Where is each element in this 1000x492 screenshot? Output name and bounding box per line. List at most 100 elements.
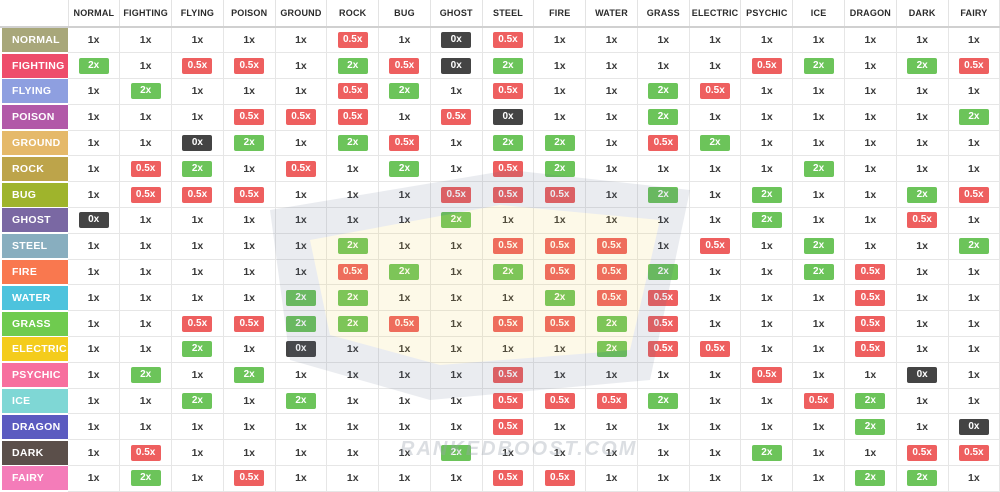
multiplier-value: 1x: [553, 214, 566, 227]
matchup-cell: 2x: [223, 362, 276, 389]
matchup-cell: 1x: [171, 78, 224, 105]
matchup-cell: 1x: [378, 233, 431, 260]
multiplier-value: 1x: [87, 34, 100, 47]
matchup-cell: 1x: [740, 336, 794, 363]
matchup-cell: 1x: [482, 439, 535, 467]
multiplier-value: 1x: [864, 446, 877, 459]
column-header-psychic: PSYCHIC: [740, 0, 794, 28]
not-very-effective-badge: 0.5x: [493, 367, 523, 384]
matchup-cell: 1x: [119, 413, 173, 441]
not-very-effective-badge: 0.5x: [234, 186, 265, 203]
not-very-effective-badge: 0.5x: [285, 109, 316, 126]
not-very-effective-badge: 0.5x: [493, 160, 523, 177]
matchup-cell: 2x: [844, 388, 897, 415]
multiplier-value: 1x: [605, 214, 618, 227]
row-header-rock: ROCK: [0, 155, 68, 183]
matchup-cell: 2x: [378, 259, 431, 286]
not-very-effective-badge: 0.5x: [544, 238, 575, 255]
matchup-cell: 1x: [844, 362, 897, 389]
multiplier-value: 1x: [398, 214, 411, 227]
matchup-cell: 1x: [740, 413, 794, 441]
super-effective-badge: 2x: [596, 341, 627, 358]
multiplier-value: 1x: [812, 214, 825, 227]
table-row-normal: NORMAL 1x 1x 1x 1x 1x 0.5x 1x 0x 0.5x 1x 1x 1x 1x 1x 1x…: [0, 27, 1000, 54]
matchup-cell: 0x: [68, 207, 121, 234]
multiplier-value: 1x: [812, 111, 825, 124]
table-row-ground: GROUND 1x 1x 0x 2x 1x 2x 0.5x 1x 2x 2x 1x 0.5x 2x 1x 1x…: [0, 130, 1000, 157]
matchup-cell: 1x: [689, 259, 742, 286]
multiplier-value: 1x: [398, 343, 411, 356]
super-effective-badge: 2x: [596, 315, 627, 332]
matchup-cell: 1x: [533, 78, 587, 105]
multiplier-value: 1x: [812, 446, 825, 459]
matchup-cell: 1x: [637, 413, 690, 441]
multiplier-value: 1x: [191, 446, 204, 459]
matchup-cell: 0.5x: [430, 181, 483, 209]
multiplier-value: 1x: [864, 188, 877, 201]
multiplier-value: 1x: [191, 34, 204, 47]
multiplier-value: 1x: [87, 137, 100, 150]
matchup-cell: 0.5x: [119, 155, 173, 183]
super-effective-badge: 2x: [130, 470, 161, 487]
matchup-cell: 1x: [585, 465, 638, 492]
super-effective-badge: 2x: [958, 238, 989, 255]
row-type-label: FIGHTING: [2, 53, 68, 78]
matchup-cell: 1x: [171, 233, 224, 260]
matchup-cell: 2x: [740, 181, 794, 209]
matchup-cell: 2x: [585, 310, 638, 338]
matchup-cell: 1x: [740, 130, 794, 157]
table-row-water: WATER 1x 1x 1x 1x 2x 2x 1x 1x 1x 2x 0.5x 0.5x 1x 1x 1x 0…: [0, 284, 1000, 312]
matchup-cell: 1x: [430, 336, 483, 363]
multiplier-value: 1x: [398, 34, 411, 47]
matchup-cell: 1x: [119, 233, 173, 260]
multiplier-value: 1x: [398, 240, 411, 253]
matchup-cell: 2x: [896, 52, 949, 80]
matchup-cell: 1x: [378, 181, 431, 209]
table-row-electric: ELECTRIC 1x 1x 2x 1x 0x 1x 1x 1x 1x 1x 2x 0.5x 0.5x 1x…: [0, 336, 1000, 363]
matchup-cell: 0.5x: [533, 181, 587, 209]
multiplier-value: 1x: [657, 446, 670, 459]
multiplier-value: 1x: [760, 162, 773, 175]
multiplier-value: 1x: [139, 291, 152, 304]
matchup-cell: 2x: [482, 130, 535, 157]
multiplier-value: 1x: [812, 85, 825, 98]
matchup-cell: 2x: [378, 78, 431, 105]
matchup-cell: 1x: [948, 259, 1000, 286]
matchup-cell: 1x: [689, 155, 742, 183]
matchup-cell: 2x: [637, 181, 690, 209]
multiplier-value: 1x: [295, 59, 307, 72]
matchup-cell: 1x: [171, 27, 224, 54]
matchup-cell: 1x: [896, 233, 949, 260]
matchup-cell: 2x: [430, 207, 483, 234]
matchup-cell: 1x: [119, 336, 173, 363]
multiplier-value: 1x: [243, 240, 256, 253]
matchup-cell: 2x: [482, 259, 535, 286]
not-very-effective-badge: 0.5x: [907, 212, 938, 229]
not-very-effective-badge: 0.5x: [803, 393, 834, 410]
matchup-cell: 1x: [326, 336, 380, 363]
multiplier-value: 1x: [295, 472, 307, 485]
super-effective-badge: 2x: [441, 212, 472, 229]
table-row-rock: ROCK 1x 0.5x 2x 1x 0.5x 1x 2x 1x 0.5x 2x 1x 1x 1x 1x 2x…: [0, 155, 1000, 183]
matchup-cell: 1x: [68, 465, 121, 492]
super-effective-badge: 2x: [493, 135, 523, 152]
multiplier-value: 1x: [657, 472, 670, 485]
matchup-cell: 2x: [896, 181, 949, 209]
matchup-cell: 2x: [585, 336, 638, 363]
matchup-cell: 1x: [275, 130, 328, 157]
matchup-cell: 2x: [948, 104, 1000, 131]
matchup-cell: 1x: [68, 310, 121, 338]
multiplier-value: 1x: [295, 34, 307, 47]
multiplier-value: 1x: [657, 34, 670, 47]
matchup-cell: 2x: [689, 130, 742, 157]
multiplier-value: 1x: [812, 137, 825, 150]
multiplier-value: 1x: [87, 472, 100, 485]
table-row-steel: STEEL 1x 1x 1x 1x 1x 2x 1x 1x 0.5x 0.5x 0.5x 1x 0.5x 1…: [0, 233, 1000, 260]
matchup-cell: 0.5x: [275, 155, 328, 183]
matchup-cell: 0.5x: [637, 336, 690, 363]
matchup-cell: 2x: [533, 284, 587, 312]
multiplier-value: 1x: [191, 291, 204, 304]
table-row-ghost: GHOST 0x 1x 1x 1x 1x 1x 1x 2x 1x 1x 1x 1x 1x 2x 1x 1x 0.5…: [0, 207, 1000, 234]
matchup-cell: 1x: [378, 284, 431, 312]
